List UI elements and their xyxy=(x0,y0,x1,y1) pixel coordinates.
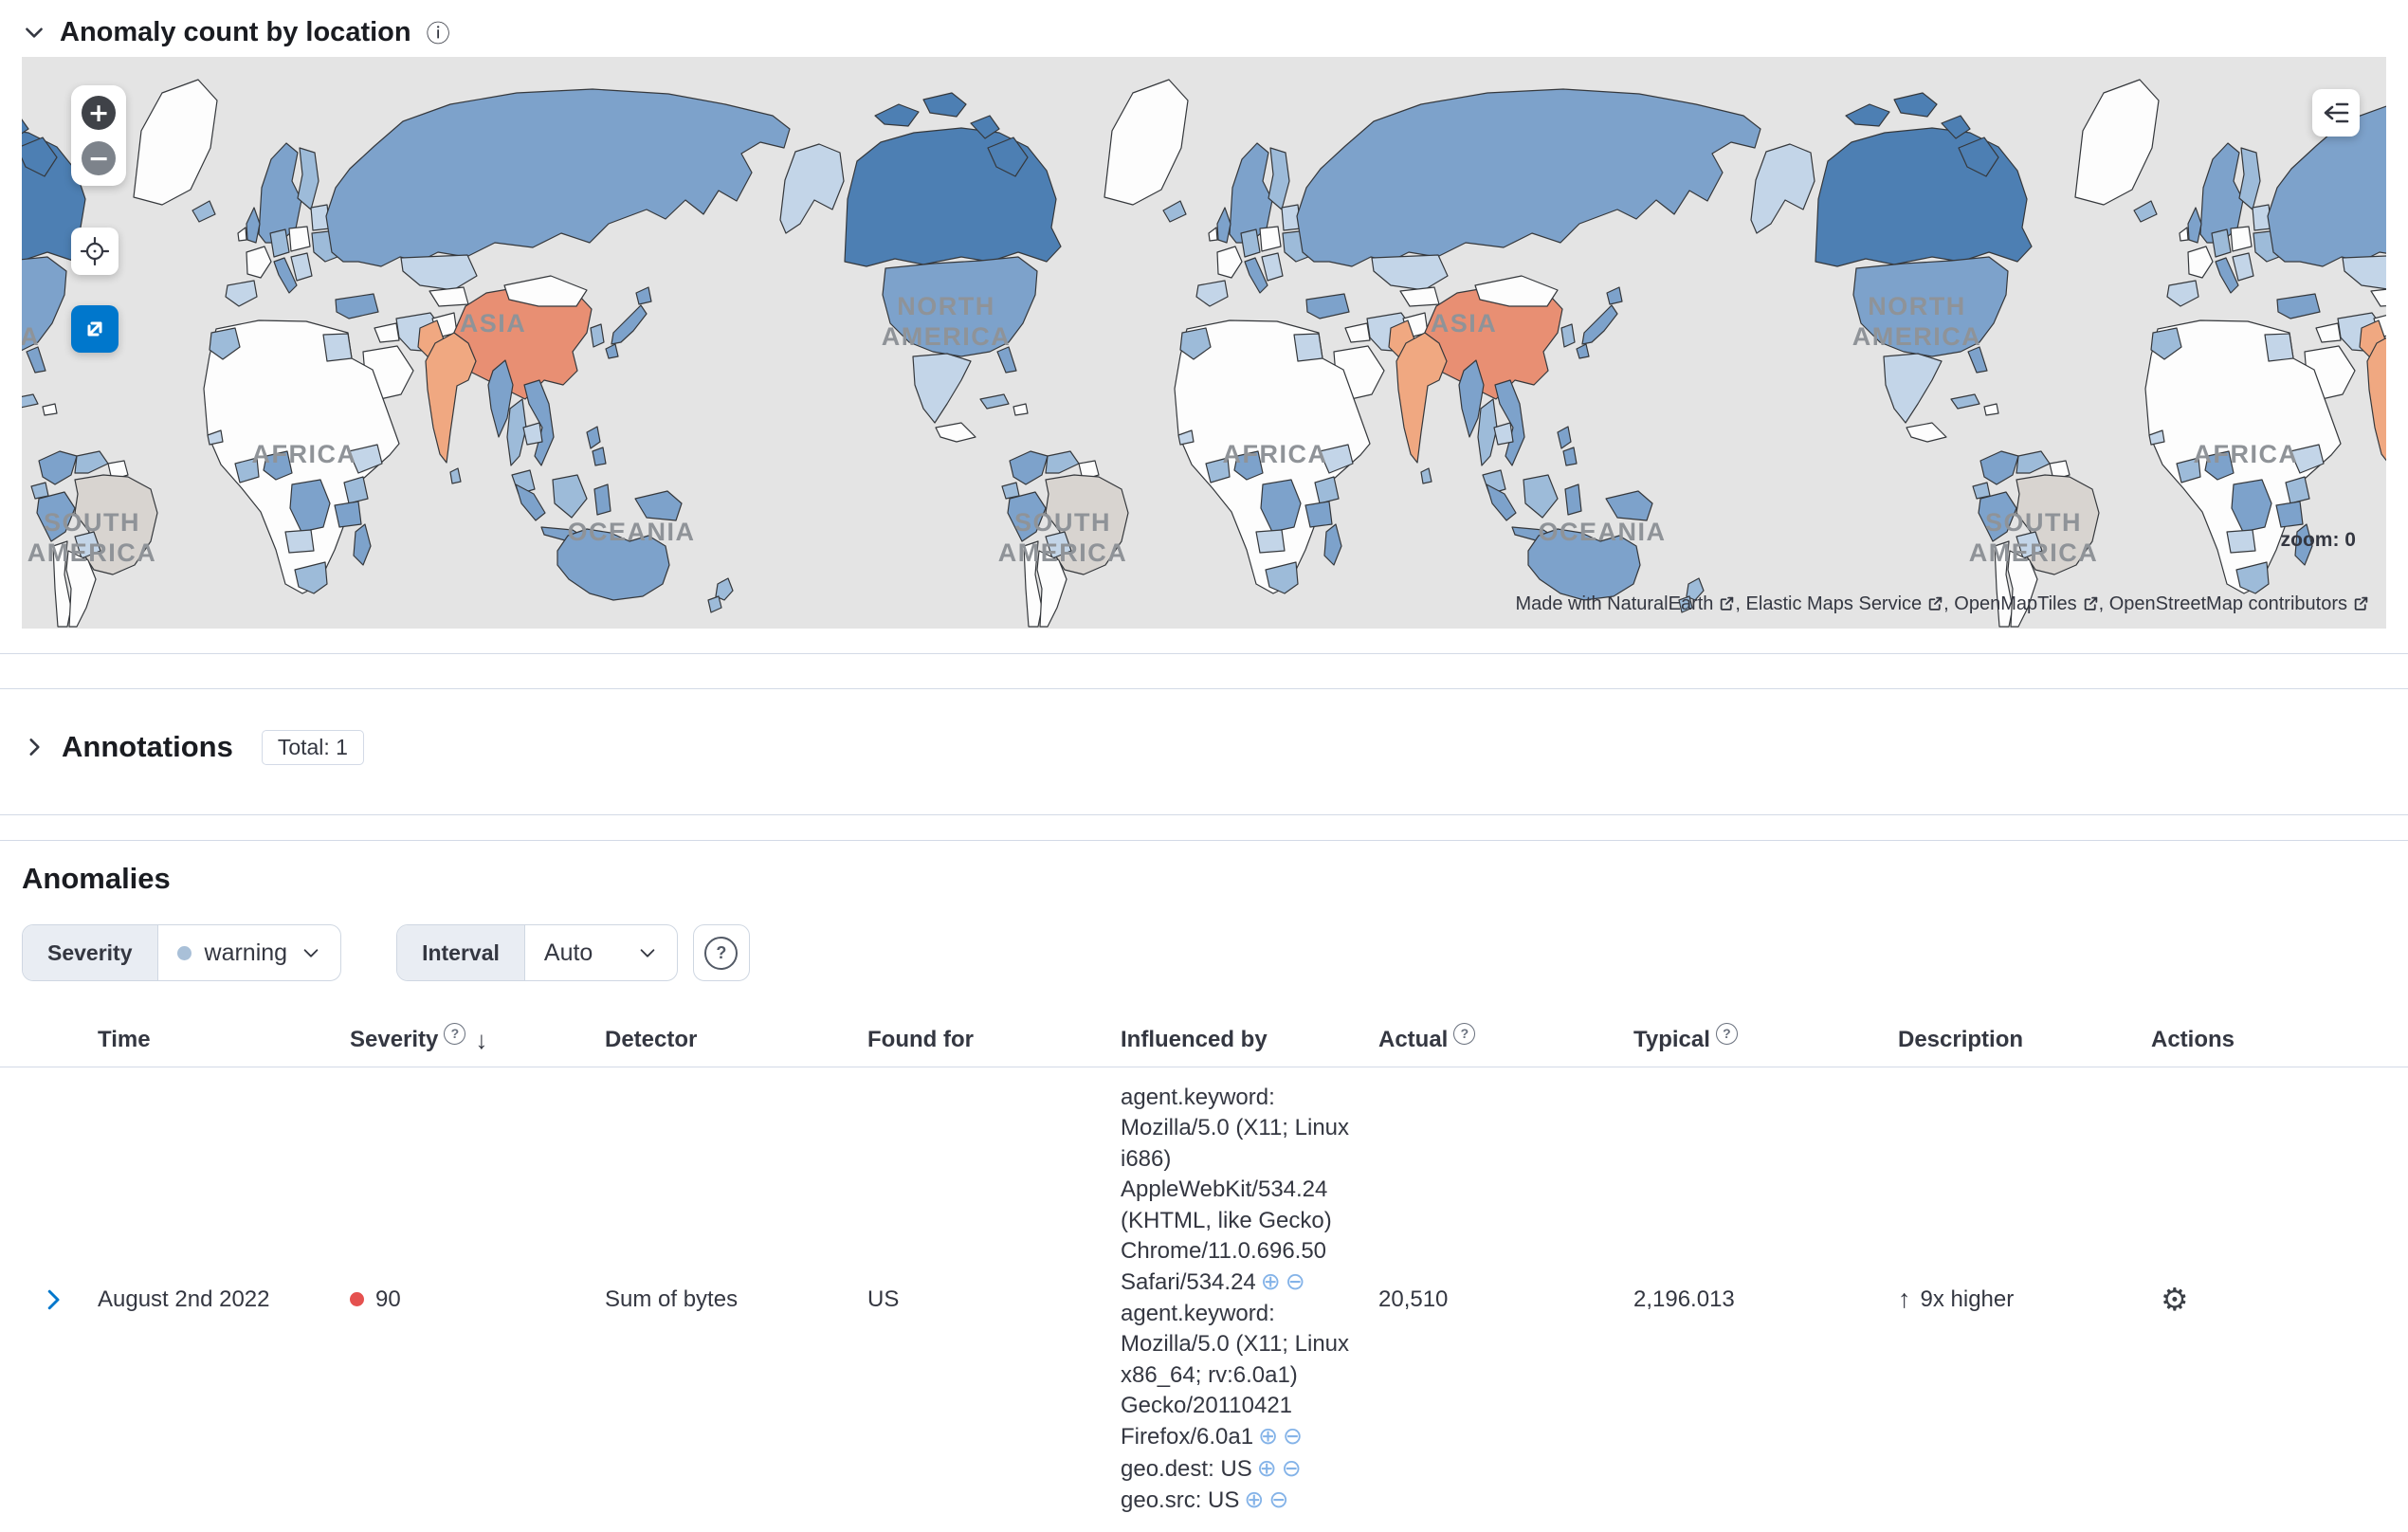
warning-severity-dot xyxy=(176,945,192,960)
map-panel-header: Anomaly count by location ⓘ xyxy=(0,0,2408,57)
menu-left-icon xyxy=(2324,102,2349,123)
map-zoom-level: zoom: 0 xyxy=(2280,529,2356,551)
expand-map-button[interactable] xyxy=(71,305,119,353)
table-row: August 2nd 2022 90 Sum of bytes US agent… xyxy=(0,1067,2408,1532)
info-icon[interactable]: ⓘ xyxy=(426,20,450,47)
cell-found-for: US xyxy=(867,1286,900,1312)
filter-out-icon[interactable]: ⊖ xyxy=(1268,1486,1289,1514)
zoom-in-button[interactable]: + xyxy=(82,96,116,130)
anomaly-map[interactable]: ASIA AFRICA OCEANIA NORTH AMERICA SOUTH … xyxy=(22,57,2386,629)
table-header-row: Time Severity ? ↓ Detector Found for Inf… xyxy=(0,1013,2408,1067)
attribution-link[interactable]: OpenMapTiles xyxy=(1954,593,2098,614)
column-header-typical[interactable]: Typical ? xyxy=(1633,1022,1898,1053)
influencer-item: agent.keyword: Mozilla/5.0 (X11; Linux x… xyxy=(1121,1300,1350,1450)
external-link-icon xyxy=(1928,596,1943,611)
annotations-title: Annotations xyxy=(62,730,233,763)
filter-for-icon[interactable]: ⊕ xyxy=(1244,1486,1265,1514)
cell-actual: 20,510 xyxy=(1378,1286,1449,1312)
critical-severity-dot xyxy=(350,1292,364,1307)
severity-filter-value: warning xyxy=(204,939,288,966)
filter-for-icon[interactable]: ⊕ xyxy=(1260,1268,1281,1296)
influencer-item: geo.dest: US ⊕ ⊖ xyxy=(1121,1453,1302,1482)
world-map-svg[interactable]: ASIA AFRICA OCEANIA NORTH AMERICA SOUTH … xyxy=(22,57,2386,629)
cell-detector: Sum of bytes xyxy=(605,1286,739,1312)
map-panel-title: Anomaly count by location xyxy=(60,16,411,47)
description-text: 9x higher xyxy=(1920,1286,2015,1312)
filter-for-icon[interactable]: ⊕ xyxy=(1258,1422,1279,1450)
chevron-right-icon[interactable] xyxy=(22,735,46,759)
question-icon: ? xyxy=(444,1022,466,1045)
cell-severity: 90 xyxy=(350,1286,605,1313)
section-divider xyxy=(0,840,2408,841)
filter-for-icon[interactable]: ⊕ xyxy=(1256,1453,1277,1482)
anomalies-filters: Severity warning Interval Auto ? xyxy=(22,924,2386,981)
question-icon: ? xyxy=(1715,1022,1738,1045)
severity-filter-select[interactable]: warning xyxy=(158,925,341,980)
anomalies-section: Anomalies Severity warning Interval Auto… xyxy=(0,862,2408,1532)
influencer-item: agent.keyword: Mozilla/5.0 (X11; Linux i… xyxy=(1121,1085,1350,1296)
severity-filter: Severity warning xyxy=(22,924,342,981)
column-header-description[interactable]: Description xyxy=(1898,1027,2024,1052)
column-header-found-for[interactable]: Found for xyxy=(867,1027,974,1052)
legend-toggle-button[interactable] xyxy=(2312,89,2360,137)
gear-icon[interactable]: ⚙ xyxy=(2161,1281,2189,1319)
interval-help-button[interactable]: ? xyxy=(692,924,750,981)
section-divider xyxy=(0,688,2408,689)
column-header-influenced-by[interactable]: Influenced by xyxy=(1121,1027,1268,1052)
severity-filter-label: Severity xyxy=(23,925,158,980)
annotations-section: Annotations Total: 1 xyxy=(0,718,2408,776)
question-icon: ? xyxy=(1453,1022,1476,1045)
external-link-icon xyxy=(2354,596,2368,611)
section-divider xyxy=(0,814,2408,815)
zoom-out-button[interactable]: − xyxy=(82,141,116,175)
anomalies-title: Anomalies xyxy=(22,862,171,895)
fit-to-data-button[interactable] xyxy=(71,228,119,275)
filter-out-icon[interactable]: ⊖ xyxy=(1283,1422,1303,1450)
chevron-right-icon xyxy=(47,1289,60,1310)
expand-icon xyxy=(87,321,102,337)
interval-filter: Interval Auto xyxy=(396,924,678,981)
severity-score: 90 xyxy=(375,1286,401,1312)
influenced-by-cell: agent.keyword: Mozilla/5.0 (X11; Linux i… xyxy=(1121,1067,1378,1532)
external-link-icon xyxy=(2084,596,2097,611)
column-header-severity[interactable]: Severity ? ↓ xyxy=(350,1022,605,1055)
influencer-item: geo.src: US ⊕ ⊖ xyxy=(1121,1486,1289,1514)
map-attribution: Made with NaturalEarth, Elastic Maps Ser… xyxy=(1515,593,2369,615)
chevron-down-icon xyxy=(303,949,319,958)
map-section: Anomaly count by location ⓘ xyxy=(0,0,2408,629)
cell-time: August 2nd 2022 xyxy=(98,1286,270,1312)
sort-desc-icon[interactable]: ↓ xyxy=(475,1025,488,1054)
cell-description: ↑ 9x higher xyxy=(1898,1285,2151,1314)
column-header-actions: Actions xyxy=(2151,1027,2235,1052)
interval-filter-label: Interval xyxy=(397,925,525,980)
anomalies-table: Time Severity ? ↓ Detector Found for Inf… xyxy=(0,1013,2408,1532)
external-link-icon xyxy=(1721,596,1734,611)
column-header-detector[interactable]: Detector xyxy=(605,1027,698,1052)
filter-out-icon[interactable]: ⊖ xyxy=(1281,1453,1302,1482)
arrow-up-icon: ↑ xyxy=(1898,1285,1911,1314)
column-header-actual[interactable]: Actual ? xyxy=(1378,1022,1633,1053)
filter-out-icon[interactable]: ⊖ xyxy=(1285,1268,1305,1296)
map-zoom-control: + − xyxy=(71,85,126,186)
annotations-total-badge: Total: 1 xyxy=(261,729,364,765)
column-header-time[interactable]: Time xyxy=(98,1027,151,1052)
cell-typical: 2,196.013 xyxy=(1633,1286,1735,1312)
cell-actions: ⚙ xyxy=(2151,1281,2386,1318)
chevron-down-icon[interactable] xyxy=(22,20,46,45)
chevron-down-icon xyxy=(640,949,655,958)
section-divider xyxy=(0,653,2408,654)
interval-filter-select[interactable]: Auto xyxy=(525,925,677,980)
interval-filter-value: Auto xyxy=(543,939,593,966)
attribution-link[interactable]: Elastic Maps Service xyxy=(1746,593,1944,614)
row-expander-button[interactable] xyxy=(22,1286,98,1314)
attribution-link[interactable]: Made with NaturalEarth xyxy=(1515,593,1735,614)
help-icon: ? xyxy=(704,936,739,970)
attribution-link[interactable]: OpenStreetMap contributors xyxy=(2109,593,2369,614)
